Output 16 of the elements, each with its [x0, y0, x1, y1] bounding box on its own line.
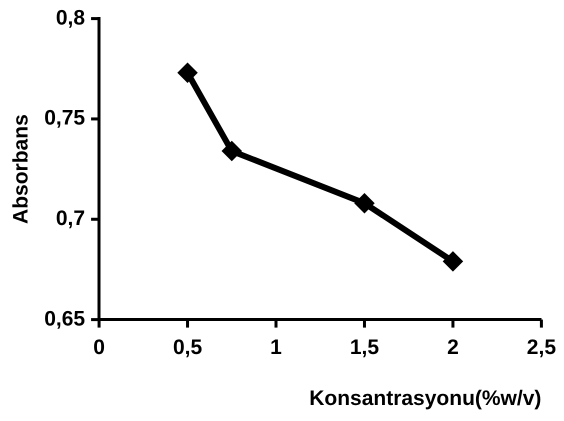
y-tick-label: 0,75	[44, 106, 86, 130]
y-tick-label: 0,65	[44, 307, 86, 330]
x-tick-label: 0,5	[172, 336, 202, 359]
y-tick-label: 0,7	[56, 207, 86, 230]
x-tick-label: 1	[270, 336, 282, 359]
point	[355, 194, 374, 212]
x-tick-label: 0	[93, 336, 105, 359]
x-axis-title: Konsantrasyonu(%w/v)	[309, 387, 542, 410]
x-tick-label: 1,5	[350, 336, 380, 359]
y-tick-label: 0,8	[56, 6, 86, 30]
point	[178, 64, 197, 82]
point	[444, 252, 462, 270]
x-tick-label: 2,5	[526, 336, 556, 359]
y-axis-title: Absorbans	[9, 114, 32, 224]
x-tick-label: 2	[447, 336, 459, 359]
point	[222, 142, 241, 160]
